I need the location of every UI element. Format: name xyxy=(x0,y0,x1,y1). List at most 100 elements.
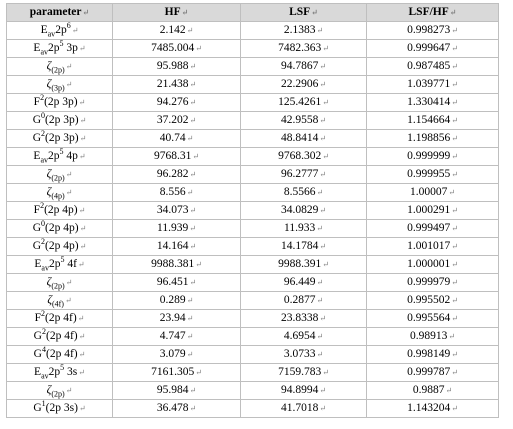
cell-hf: 34.073↵ xyxy=(112,201,241,220)
cell-lsf: 3.0733↵ xyxy=(240,345,367,364)
cell-ratio: 0.995564↵ xyxy=(366,309,499,328)
paragraph-mark-icon: ↵ xyxy=(195,368,202,377)
table-row: Eav2p5 4f↵ 9988.381↵ 9988.391↵ 1.000001↵ xyxy=(6,255,499,274)
cell-lsf: 4.6954↵ xyxy=(240,327,367,346)
paragraph-mark-icon: ↵ xyxy=(451,260,458,269)
paragraph-mark-icon: ↵ xyxy=(189,386,197,395)
cell-ratio: 0.999955↵ xyxy=(366,165,499,184)
cell-lsf: 8.5566↵ xyxy=(240,183,367,202)
paragraph-mark-icon: ↵ xyxy=(186,296,194,305)
cell-ratio: 0.999497↵ xyxy=(366,219,499,238)
cell-lsf: 11.933↵ xyxy=(240,219,367,238)
paragraph-mark-icon: ↵ xyxy=(319,80,327,89)
paragraph-mark-icon: ↵ xyxy=(316,332,324,341)
cell-ratio: 0.999979↵ xyxy=(366,273,499,292)
cell-parameter: G0(2p 3p)↵ xyxy=(6,111,113,130)
paragraph-mark-icon: ↵ xyxy=(79,224,87,233)
paragraph-mark-icon: ↵ xyxy=(311,8,318,17)
paragraph-mark-icon: ↵ xyxy=(189,278,197,287)
cell-ratio: 0.998149↵ xyxy=(366,345,499,364)
paragraph-mark-icon: ↵ xyxy=(319,404,327,413)
cell-hf: 96.282↵ xyxy=(112,165,241,184)
cell-hf: 96.451↵ xyxy=(112,273,241,292)
cell-ratio: 1.154664↵ xyxy=(366,111,499,130)
table-row: G0(2p 3p)↵ 37.202↵ 42.9558↵ 1.154664↵ xyxy=(6,111,499,130)
table-row: ζ(2p)↵ 95.988↵ 94.7867↵ 0.987485↵ xyxy=(6,57,499,76)
paragraph-mark-icon: ↵ xyxy=(78,404,86,413)
paragraph-mark-icon: ↵ xyxy=(189,116,197,125)
paragraph-mark-icon: ↵ xyxy=(195,44,202,53)
cell-ratio: 1.198856↵ xyxy=(366,129,499,148)
cell-lsf: 22.2906↵ xyxy=(240,75,367,94)
paragraph-mark-icon: ↵ xyxy=(316,296,324,305)
paragraph-mark-icon: ↵ xyxy=(65,62,73,71)
cell-hf: 40.74↵ xyxy=(112,129,241,148)
cell-parameter: F2(2p 4f)↵ xyxy=(6,309,113,328)
cell-hf: 21.438↵ xyxy=(112,75,241,94)
paragraph-mark-icon: ↵ xyxy=(78,98,86,107)
paragraph-mark-icon: ↵ xyxy=(322,152,329,161)
paragraph-mark-icon: ↵ xyxy=(322,98,329,107)
cell-lsf: 94.7867↵ xyxy=(240,57,367,76)
paragraph-mark-icon: ↵ xyxy=(451,296,458,305)
paragraph-mark-icon: ↵ xyxy=(319,62,327,71)
cell-ratio: 1.039771↵ xyxy=(366,75,499,94)
cell-parameter: F2(2p 4p)↵ xyxy=(6,201,113,220)
cell-hf: 9768.31↵ xyxy=(112,147,241,166)
cell-ratio: 1.001017↵ xyxy=(366,237,499,256)
cell-hf: 7485.004↵ xyxy=(112,39,241,58)
cell-lsf: 34.0829↵ xyxy=(240,201,367,220)
paragraph-mark-icon: ↵ xyxy=(322,44,329,53)
cell-ratio: 1.000291↵ xyxy=(366,201,499,220)
header-lsf: LSF↵ xyxy=(240,3,367,22)
paragraph-mark-icon: ↵ xyxy=(79,116,87,125)
cell-hf: 3.079↵ xyxy=(112,345,241,364)
cell-ratio: 0.9887↵ xyxy=(366,381,499,400)
paragraph-mark-icon: ↵ xyxy=(78,350,86,359)
paragraph-mark-icon: ↵ xyxy=(79,134,87,143)
paragraph-mark-icon: ↵ xyxy=(319,242,327,251)
paragraph-mark-icon: ↵ xyxy=(71,26,79,35)
paragraph-mark-icon: ↵ xyxy=(451,404,458,413)
paragraph-mark-icon: ↵ xyxy=(451,44,458,53)
cell-ratio: 0.999647↵ xyxy=(366,39,499,58)
cell-hf: 11.939↵ xyxy=(112,219,241,238)
table-row: ζ(4p)↵ 8.556↵ 8.5566↵ 1.00007↵ xyxy=(6,183,499,202)
table-row: F2(2p 4p)↵ 34.073↵ 34.0829↵ 1.000291↵ xyxy=(6,201,499,220)
table-row: Eav2p5 3p↵ 7485.004↵ 7482.363↵ 0.999647↵ xyxy=(6,39,499,58)
cell-ratio: 0.98913↵ xyxy=(366,327,499,346)
cell-lsf: 9988.391↵ xyxy=(240,255,367,274)
paragraph-mark-icon: ↵ xyxy=(77,314,85,323)
paragraph-mark-icon: ↵ xyxy=(189,224,196,233)
paragraph-mark-icon: ↵ xyxy=(64,296,72,305)
table-row: G1(2p 3s)↵ 36.478↵ 41.7018↵ 1.143204↵ xyxy=(6,399,499,418)
paragraph-mark-icon: ↵ xyxy=(451,62,458,71)
paragraph-mark-icon: ↵ xyxy=(319,206,327,215)
paragraph-mark-icon: ↵ xyxy=(451,80,458,89)
cell-parameter: ζ(2p)↵ xyxy=(6,165,113,184)
cell-parameter: ζ(3p)↵ xyxy=(6,75,113,94)
cell-hf: 7161.305↵ xyxy=(112,363,241,382)
paragraph-mark-icon: ↵ xyxy=(451,224,458,233)
paragraph-mark-icon: ↵ xyxy=(319,170,327,179)
cell-hf: 95.988↵ xyxy=(112,57,241,76)
cell-parameter: G4(2p 4f)↵ xyxy=(6,345,113,364)
paragraph-mark-icon: ↵ xyxy=(316,224,323,233)
paragraph-mark-icon: ↵ xyxy=(316,278,324,287)
header-ratio: LSF/HF↵ xyxy=(366,3,499,22)
table-row: Eav2p5 3s↵ 7161.305↵ 7159.783↵ 0.999787↵ xyxy=(6,363,499,382)
paragraph-mark-icon: ↵ xyxy=(186,332,194,341)
paragraph-mark-icon: ↵ xyxy=(316,188,324,197)
paragraph-mark-icon: ↵ xyxy=(319,134,327,143)
paragraph-mark-icon: ↵ xyxy=(451,278,458,287)
paragraph-mark-icon: ↵ xyxy=(65,80,73,89)
table-row: G4(2p 4f)↵ 3.079↵ 3.0733↵ 0.998149↵ xyxy=(6,345,499,364)
cell-lsf: 42.9558↵ xyxy=(240,111,367,130)
paragraph-mark-icon: ↵ xyxy=(316,26,324,35)
cell-hf: 9988.381↵ xyxy=(112,255,241,274)
paragraph-mark-icon: ↵ xyxy=(451,116,458,125)
cell-ratio: 0.999999↵ xyxy=(366,147,499,166)
paragraph-mark-icon: ↵ xyxy=(78,44,86,53)
paragraph-mark-icon: ↵ xyxy=(186,134,194,143)
paragraph-mark-icon: ↵ xyxy=(451,350,458,359)
